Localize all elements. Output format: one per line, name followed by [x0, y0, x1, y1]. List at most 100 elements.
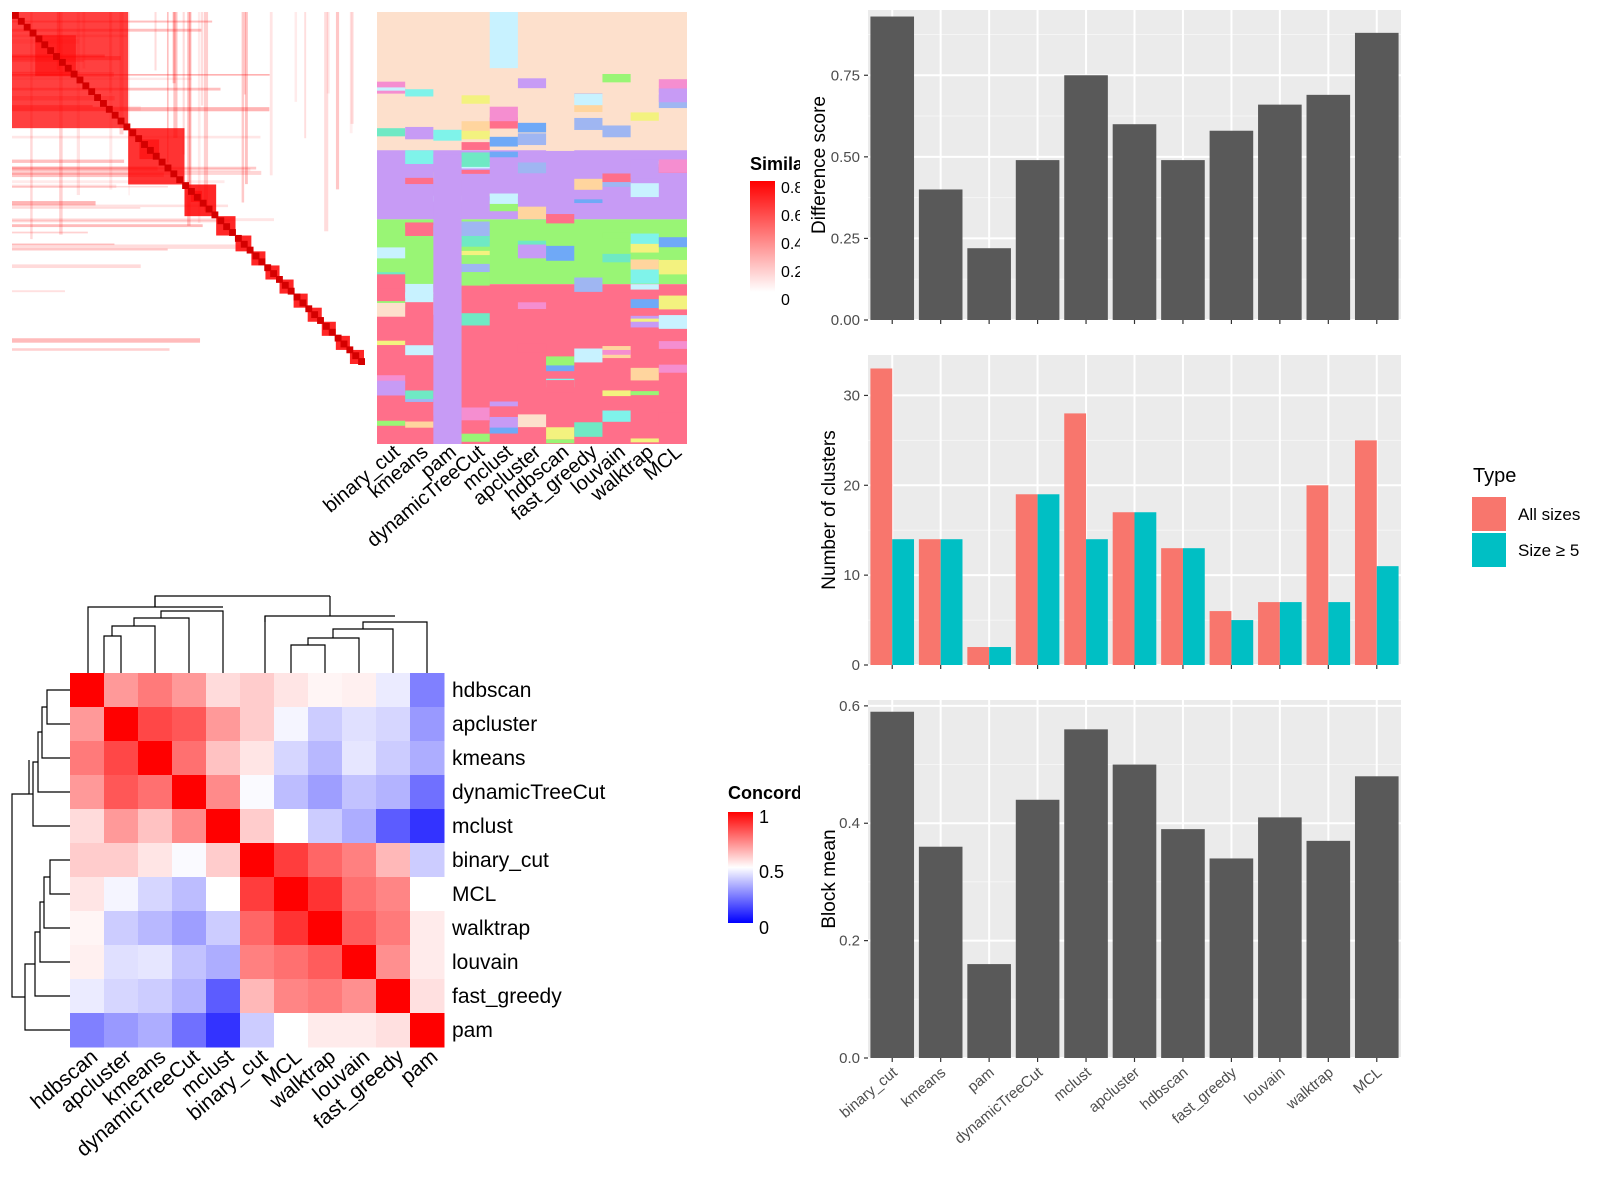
similarity-diagonal-cell	[340, 340, 348, 348]
label-cell	[517, 162, 547, 174]
concordance-cell	[342, 673, 377, 708]
bar	[1354, 776, 1399, 1058]
concordance-legend-colorbar	[728, 812, 753, 923]
dendrogram-branch	[154, 595, 330, 607]
similarity-diagonal-cell	[211, 211, 219, 219]
bar	[918, 846, 963, 1058]
label-cell	[658, 79, 687, 87]
y-axis-title: Difference score	[809, 96, 830, 234]
label-cell	[546, 439, 575, 444]
concordance-column-label: pam	[396, 1045, 442, 1089]
concordance-cell	[206, 707, 241, 742]
concordance-cell	[308, 1013, 343, 1048]
concordance-cell	[308, 775, 343, 810]
label-cell	[630, 299, 659, 309]
similarity-stripe	[12, 338, 201, 343]
label-cell	[546, 380, 575, 393]
concordance-cell	[138, 945, 173, 980]
concordance-cell	[342, 707, 377, 742]
bar	[1015, 799, 1060, 1058]
dendrogram-branch	[111, 625, 156, 673]
concordance-cell	[342, 945, 377, 980]
concordance-cell	[206, 877, 241, 912]
concordance-cell	[410, 911, 445, 946]
similarity-diagonal-cell	[12, 12, 19, 19]
dendrogram-branch	[332, 628, 394, 673]
concordance-cell	[410, 741, 445, 776]
similarity-diagonal-cell	[70, 70, 78, 78]
y-tick-label: 20	[843, 477, 860, 494]
bar-size-ge-5	[1134, 512, 1157, 665]
similarity-diagonal-cell	[305, 305, 313, 313]
label-cell	[461, 273, 490, 286]
label-cell	[546, 427, 575, 440]
similarity-stripe	[188, 12, 192, 192]
label-cell	[630, 259, 659, 271]
bar	[1161, 829, 1205, 1058]
label-cell	[405, 421, 434, 428]
column-dendrogram	[87, 595, 428, 673]
similarity-diagonal-cell	[164, 164, 172, 172]
x-tick-label: kmeans	[898, 1064, 949, 1111]
similarity-diagonal-cell	[311, 311, 319, 319]
concordance-cell	[274, 707, 309, 742]
label-cell	[602, 73, 631, 83]
label-cell	[574, 199, 603, 204]
label-cell	[546, 143, 575, 151]
concordance-cell	[240, 843, 275, 878]
concordance-cell	[138, 911, 173, 946]
concordance-cell	[206, 979, 241, 1014]
similarity-legend-tick: 0.2	[781, 264, 803, 281]
label-cell	[517, 122, 547, 133]
similarity-stripe	[12, 231, 88, 234]
similarity-diagonal-cell	[88, 88, 96, 96]
label-cell	[405, 345, 434, 356]
concordance-cell	[308, 877, 343, 912]
similarity-stripe	[12, 264, 141, 269]
label-cell	[630, 159, 659, 167]
concordance-column-labels: hdbscanapclusterkmeansdynamicTreeCutmclu…	[27, 1045, 443, 1161]
concordance-cell	[410, 809, 445, 844]
similarity-diagonal-cell	[158, 158, 166, 166]
label-cell	[574, 104, 603, 113]
legend-key-size-ge-5	[1472, 533, 1506, 567]
label-cell	[405, 292, 434, 303]
bar-all-sizes	[1306, 485, 1329, 665]
label-cell	[489, 193, 518, 204]
similarity-diagonal-cell	[352, 352, 360, 360]
x-tick-label: binary_cut	[837, 1064, 902, 1122]
bar-all-sizes	[967, 647, 990, 665]
bar	[1112, 124, 1157, 320]
similarity-diagonal-cell	[346, 346, 354, 354]
y-axis-title: Block mean	[819, 829, 840, 928]
label-cell-pam	[433, 154, 462, 444]
legend-label-all-sizes: All sizes	[1518, 505, 1580, 524]
concordance-cell	[206, 843, 241, 878]
label-cell	[377, 87, 406, 91]
similarity-diagonal-cell	[281, 281, 289, 289]
y-tick-label: 0	[852, 657, 860, 674]
label-cell	[546, 214, 575, 224]
y-tick-label: 0.00	[831, 312, 860, 329]
concordance-cell	[308, 843, 343, 878]
concordance-cell	[240, 673, 275, 708]
similarity-stripe	[12, 224, 203, 228]
label-cell	[377, 302, 406, 317]
concordance-cell	[410, 775, 445, 810]
label-cell	[461, 263, 490, 273]
similarity-diagonal-cell	[58, 58, 66, 66]
concordance-cell	[172, 945, 207, 980]
concordance-cell	[70, 673, 105, 708]
concordance-cell	[342, 775, 377, 810]
similarity-stripe	[187, 12, 191, 226]
x-tick-label: mclust	[1050, 1064, 1095, 1105]
similarity-stripe	[12, 185, 168, 188]
label-cell	[574, 94, 603, 106]
similarity-diagonal-cell	[47, 47, 55, 55]
cluster-label-matrix	[377, 12, 687, 444]
concordance-cell	[342, 1013, 377, 1048]
concordance-cell	[308, 945, 343, 980]
bar-size-ge-5	[1279, 602, 1302, 665]
similarity-diagonal-cell	[328, 328, 336, 336]
dendrogram-branch	[160, 610, 224, 673]
